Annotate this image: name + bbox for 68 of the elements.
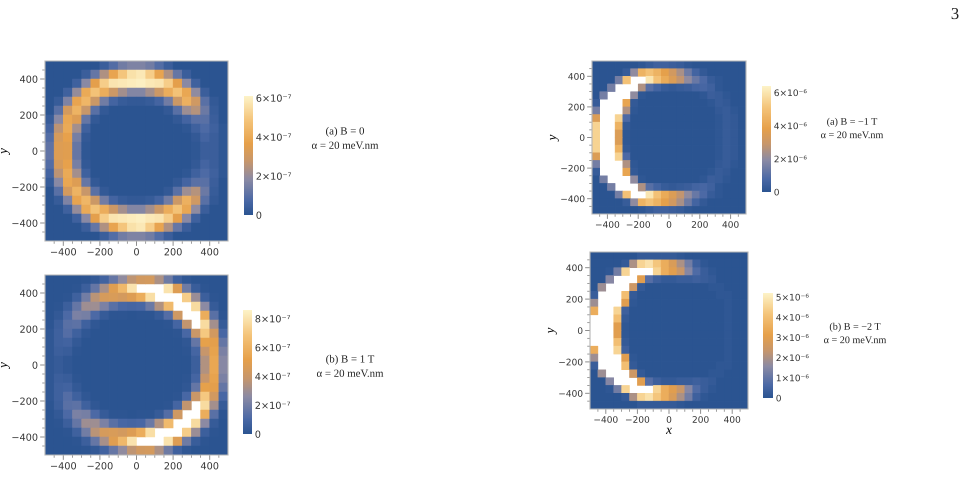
text: (a) B = 0 α = 20 meV.nm bbox=[312, 126, 378, 149]
x-tick-label: 200 bbox=[164, 248, 182, 256]
x-tick-label: 400 bbox=[200, 462, 218, 470]
y-tick-label: 200 bbox=[568, 104, 584, 110]
x-tick-label: 0 bbox=[666, 416, 672, 423]
x-tick-label: 400 bbox=[200, 248, 218, 256]
x-tick-label: −400 bbox=[50, 248, 76, 256]
x-tick-label: −200 bbox=[88, 462, 113, 470]
color-bar-label: 4×10⁻⁶ bbox=[774, 122, 807, 130]
x-tick-label: −400 bbox=[594, 416, 618, 423]
color-bar-label: 4×10⁻⁷ bbox=[255, 372, 290, 380]
text: 3 bbox=[952, 8, 959, 20]
color-bar-label: 0 bbox=[776, 394, 781, 402]
x-tick-label: 0 bbox=[134, 248, 139, 256]
y-tick-label: 0 bbox=[32, 147, 38, 155]
x-tick-label: 200 bbox=[692, 416, 709, 423]
y-tick-label: −400 bbox=[12, 433, 38, 441]
color-bar-label: 6×10⁻⁷ bbox=[255, 344, 290, 352]
text: (b) B = −2 T α = 20 meV.nm bbox=[824, 322, 886, 344]
x-tick-label: −400 bbox=[50, 462, 76, 470]
x-tick-label: 0 bbox=[134, 462, 139, 470]
color-bar-label: 2×10⁻⁶ bbox=[776, 354, 809, 362]
color-bar-label: 0 bbox=[256, 211, 262, 219]
y-tick-label: −400 bbox=[559, 390, 582, 397]
color-bar-label: 6×10⁻⁶ bbox=[774, 89, 807, 96]
color-bar-label: 2×10⁻⁷ bbox=[256, 172, 292, 180]
y-tick-label: 200 bbox=[20, 325, 38, 333]
y-tick-label: 0 bbox=[32, 361, 38, 369]
color-bar-label: 8×10⁻⁷ bbox=[255, 315, 290, 322]
color-bar-label: 0 bbox=[255, 430, 260, 438]
y-tick-label: 400 bbox=[568, 73, 584, 80]
x-tick-label: 0 bbox=[666, 221, 672, 228]
y-tick-label: 0 bbox=[580, 134, 584, 142]
x-tick-label: 200 bbox=[164, 462, 182, 470]
y-tick-label: 400 bbox=[20, 75, 38, 83]
color-bar-label: 2×10⁻⁶ bbox=[774, 156, 807, 162]
color-bar-label: 0 bbox=[774, 188, 779, 196]
y-tick-label: 200 bbox=[20, 111, 38, 119]
y-tick-label: −200 bbox=[561, 164, 584, 172]
y-tick-label: −200 bbox=[12, 397, 38, 405]
x-tick-label: −200 bbox=[626, 416, 650, 423]
color-bar-label: 2×10⁻⁷ bbox=[255, 402, 290, 409]
x-tick-label: −200 bbox=[88, 248, 113, 256]
color-bar-label: 4×10⁻⁶ bbox=[776, 314, 809, 321]
x-tick-label: 400 bbox=[722, 221, 739, 228]
color-bar-label: 4×10⁻⁷ bbox=[256, 133, 292, 141]
y-axis-title: y bbox=[1, 362, 10, 370]
y-tick-label: −200 bbox=[12, 183, 38, 191]
y-tick-label: 400 bbox=[566, 264, 582, 272]
color-bar-label: 3×10⁻⁶ bbox=[776, 334, 809, 341]
y-tick-label: −400 bbox=[561, 195, 584, 202]
x-tick-label: 400 bbox=[724, 416, 740, 423]
y-axis-title: y bbox=[1, 148, 10, 156]
x-axis-title: x bbox=[666, 428, 672, 434]
color-bar-label: 1×10⁻⁶ bbox=[776, 374, 809, 382]
x-tick-label: −200 bbox=[626, 221, 650, 228]
y-tick-label: 200 bbox=[566, 296, 582, 303]
text: (b) B = 1 T α = 20 meV.nm bbox=[316, 354, 384, 377]
x-tick-label: −400 bbox=[596, 221, 620, 228]
x-tick-label: 200 bbox=[692, 221, 708, 228]
text: (a) B = −1 T α = 20 meV.nm bbox=[821, 118, 884, 138]
y-tick-label: 400 bbox=[20, 289, 38, 297]
y-tick-label: 0 bbox=[578, 327, 582, 334]
y-axis-title: y bbox=[550, 134, 559, 142]
y-axis-title: y bbox=[548, 328, 557, 335]
color-bar-label: 5×10⁻⁶ bbox=[776, 294, 809, 301]
color-bar-label: 6×10⁻⁷ bbox=[256, 94, 292, 102]
y-tick-label: −200 bbox=[559, 358, 582, 366]
